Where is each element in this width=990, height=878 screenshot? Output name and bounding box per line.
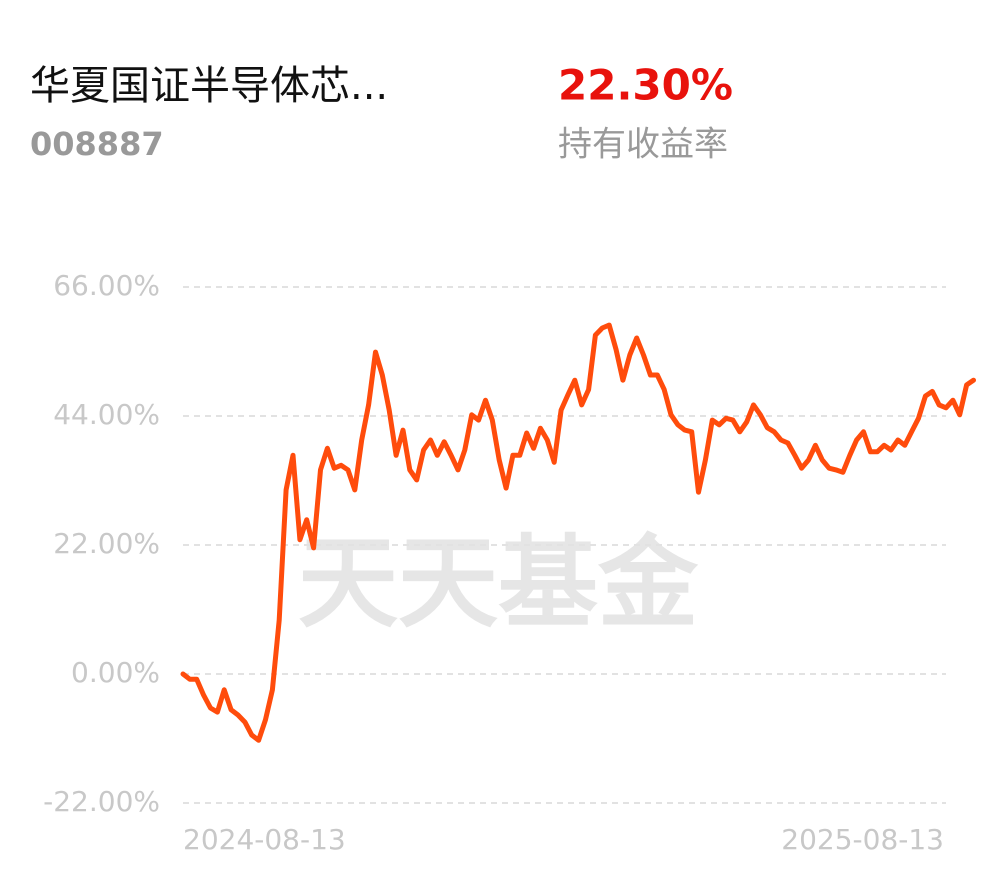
y-tick-label: -22.00%	[43, 785, 160, 818]
fund-name: 华夏国证半导体芯...	[30, 63, 388, 109]
x-tick-label: 2024-08-13	[183, 823, 346, 856]
y-tick-label: 0.00%	[71, 656, 160, 689]
return-value: 22.30%	[558, 61, 733, 110]
return-label: 持有收益率	[558, 125, 728, 165]
y-tick-label: 66.00%	[53, 269, 160, 302]
y-tick-label: 44.00%	[53, 398, 160, 431]
watermark: 天天基金	[298, 524, 699, 641]
x-tick-label: 2025-08-13	[781, 823, 944, 856]
fund-code: 008887	[30, 125, 164, 163]
line	[180, 322, 976, 743]
y-tick-label: 22.00%	[53, 527, 160, 560]
